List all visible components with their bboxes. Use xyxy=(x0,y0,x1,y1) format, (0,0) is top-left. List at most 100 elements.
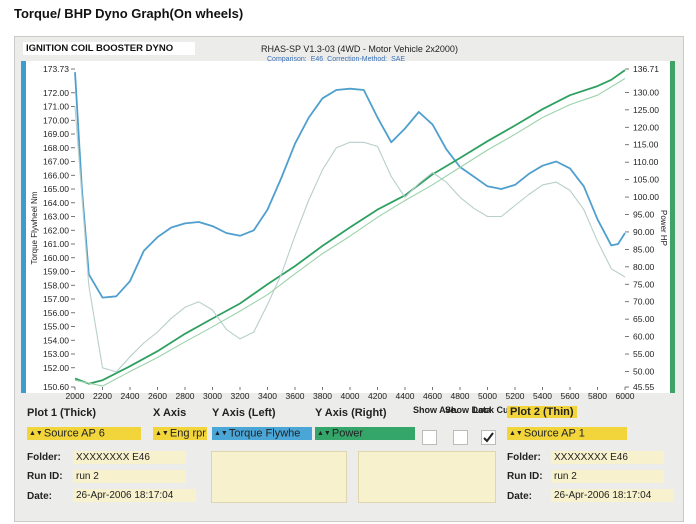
y-left-tick-label: 164.00 xyxy=(43,198,69,208)
x-axis-label: X Axis xyxy=(153,407,187,419)
y-left-tick-label: 152.00 xyxy=(43,363,69,373)
y-left-tick-label: 155.00 xyxy=(43,322,69,332)
torque-thick-line xyxy=(74,72,626,299)
right-folder-value: XXXXXXXX E46 xyxy=(551,451,664,464)
y-right-tick-label: 45.55 xyxy=(633,382,655,392)
x-axis-select[interactable]: ▲▼Eng rpr xyxy=(153,427,207,440)
y-right-tick-label: 90.00 xyxy=(633,227,655,237)
x-tick-label: 4000 xyxy=(341,391,360,401)
y-left-tick-label: 158.00 xyxy=(43,280,69,290)
checkmark-icon xyxy=(483,432,494,443)
y-right-tick-label: 70.00 xyxy=(633,297,655,307)
y-left-tick-label: 154.00 xyxy=(43,335,69,345)
y-right-tick-label: 100.00 xyxy=(633,192,659,202)
x-tick-label: 3200 xyxy=(231,391,250,401)
y-right-tick-label: 136.71 xyxy=(633,64,659,74)
left-folder-value: XXXXXXXX E46 xyxy=(73,451,186,464)
y-left-tick-label: 172.00 xyxy=(43,88,69,98)
lock-cursor-label: Lock Cursor xyxy=(473,405,527,415)
y-axis-left-value: Torque Flywhe xyxy=(228,427,301,440)
dyno-panel: IGNITION COIL BOOSTER DYNO 173.73 172.00 1… xyxy=(14,36,684,522)
x-tick-label: 2400 xyxy=(121,391,140,401)
show-ave-checkbox[interactable] xyxy=(422,430,437,445)
y-axis-left-select[interactable]: ▲▼Torque Flywhe xyxy=(212,427,312,440)
y-axis-right-select[interactable]: ▲▼Power xyxy=(315,427,415,440)
y-left-tick-label: 162.00 xyxy=(43,225,69,235)
y-left-tick-label: 160.00 xyxy=(43,253,69,263)
plot2-source-value: Source AP 1 xyxy=(523,427,585,440)
x-tick-label: 2600 xyxy=(148,391,167,401)
y-left-tick-label: 169.00 xyxy=(43,129,69,139)
plot1-source-value: Source AP 6 xyxy=(43,427,105,440)
x-tick-label: 2000 xyxy=(66,391,85,401)
software-version: RHAS-SP V1.3-03 xyxy=(261,44,335,54)
correction-value: SAE xyxy=(391,56,406,63)
show-ave-label: Show Ave. xyxy=(413,405,458,415)
x-tick-label: 3400 xyxy=(258,391,277,401)
y-right-tick-label: 105.00 xyxy=(633,175,659,185)
y-left-tick-label: 166.00 xyxy=(43,170,69,180)
y-left-tick-label: 159.00 xyxy=(43,267,69,277)
x-tick-label: 4400 xyxy=(396,391,415,401)
x-tick-label: 2800 xyxy=(176,391,195,401)
y-right-tick-label: 85.00 xyxy=(633,244,655,254)
x-tick-label: 5200 xyxy=(506,391,525,401)
spinner-icon: ▲▼ xyxy=(29,430,43,437)
plot1-label: Plot 1 (Thick) xyxy=(27,407,97,419)
torque-thin-line xyxy=(74,106,626,373)
y-right-tick-label: 50.00 xyxy=(633,366,655,376)
y-right-tick-label: 115.00 xyxy=(633,140,659,150)
notes-box-left xyxy=(211,451,347,503)
comparison-header: Comparison: E46 Correction-Method: SAE xyxy=(267,56,409,63)
right-run-value: run 2 xyxy=(551,470,664,483)
plot2-label: Plot 2 (Thin) xyxy=(507,406,577,418)
y-left-tick-label: 156.00 xyxy=(43,308,69,318)
left-axis-bar xyxy=(21,61,26,393)
lock-cursor-checkbox[interactable] xyxy=(481,430,496,445)
y-right-tick-label: 55.00 xyxy=(633,349,655,359)
software-header: RHAS-SP V1.3-03 (4WD - Motor Vehicle 2x2… xyxy=(261,44,458,54)
right-date-label: Date: xyxy=(507,491,533,502)
x-tick-label: 5400 xyxy=(533,391,552,401)
y-left-tick-label: 173.73 xyxy=(43,64,69,74)
left-date-value: 26-Apr-2006 18:17:04 xyxy=(73,489,196,502)
right-folder-label: Folder: xyxy=(507,452,541,463)
y-left-tick-label: 163.00 xyxy=(43,212,69,222)
show-data-label: Show Data xyxy=(445,405,492,415)
y-left-tick-label: 167.00 xyxy=(43,157,69,167)
spinner-icon: ▲▼ xyxy=(214,430,228,437)
y-axis-right-label: Y Axis (Right) xyxy=(315,407,387,419)
right-date-value: 26-Apr-2006 18:17:04 xyxy=(551,489,674,502)
left-date-label: Date: xyxy=(27,491,53,502)
spinner-icon: ▲▼ xyxy=(509,430,523,437)
x-axis-value: Eng rpr xyxy=(169,427,206,440)
y-right-axis-label: Power HP xyxy=(659,210,668,246)
y-right-tick-label: 75.00 xyxy=(633,279,655,289)
x-tick-label: 2200 xyxy=(93,391,112,401)
x-tick-label: 3800 xyxy=(313,391,332,401)
plot2-source-select[interactable]: ▲▼Source AP 1 xyxy=(507,427,627,440)
show-data-checkbox[interactable] xyxy=(453,430,468,445)
x-tick-label: 5800 xyxy=(588,391,607,401)
y-right-tick-label: 120.00 xyxy=(633,122,659,132)
left-run-value: run 2 xyxy=(73,470,186,483)
dyno-chart: 173.73 172.00 171.00 170.00 169.00 168.00 167.… xyxy=(21,61,675,401)
y-left-tick-label: 161.00 xyxy=(43,239,69,249)
y-right-tick-label: 110.00 xyxy=(633,157,659,167)
right-axis-bar xyxy=(670,61,675,393)
y-left-tick-label: 165.00 xyxy=(43,184,69,194)
x-tick-label: 4600 xyxy=(423,391,442,401)
x-tick-label: 5600 xyxy=(561,391,580,401)
y-right-tick-label: 65.00 xyxy=(633,314,655,324)
y-axis-right-value: Power xyxy=(331,427,364,440)
y-left-tick-label: 171.00 xyxy=(43,102,69,112)
y-left-axis-label: Torque Flywheel Nm xyxy=(30,191,39,264)
y-left-tick-label: 170.00 xyxy=(43,115,69,125)
y-right-tick-label: 95.00 xyxy=(633,210,655,220)
comparison-value: E46 xyxy=(310,56,324,63)
plot1-source-select[interactable]: ▲▼Source AP 6 xyxy=(27,427,141,440)
x-tick-label: 5000 xyxy=(478,391,497,401)
left-run-label: Run ID: xyxy=(27,471,63,482)
y-right-tick-label: 125.00 xyxy=(633,105,659,115)
x-tick-label: 6000 xyxy=(616,391,635,401)
